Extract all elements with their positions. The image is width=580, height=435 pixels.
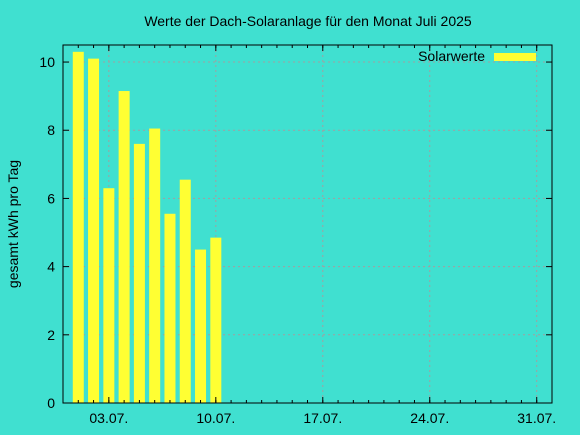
y-axis-label: gesamt kWh pro Tag	[5, 160, 21, 288]
x-tick-label: 03.07.	[89, 410, 128, 426]
bar-05-07	[133, 143, 145, 403]
chart-title: Werte der Dach-Solaranlage für den Monat…	[144, 13, 472, 29]
bar-10-07	[210, 237, 222, 403]
x-tick-label: 17.07.	[303, 410, 342, 426]
bar-08-07	[179, 179, 191, 403]
x-tick-label: 24.07.	[410, 410, 449, 426]
bar-04-07	[118, 91, 130, 404]
y-tick-label: 6	[47, 190, 55, 206]
x-tick-label: 31.07.	[517, 410, 556, 426]
legend: Solarwerte	[418, 48, 536, 64]
bars-layer	[72, 51, 222, 404]
legend-label: Solarwerte	[418, 48, 485, 64]
y-tick-label: 10	[39, 54, 55, 70]
bar-09-07	[195, 249, 207, 403]
y-tick-label: 4	[47, 259, 55, 275]
y-tick-label: 8	[47, 122, 55, 138]
legend-swatch	[494, 53, 536, 61]
bar-01-07	[72, 51, 84, 404]
bar-03-07	[103, 188, 115, 403]
bar-06-07	[149, 128, 161, 404]
bar-07-07	[164, 213, 176, 403]
ticks-layer: 0 2 4 6 8 10 03.07. 10.07. 17.07. 24.07. 31.07.	[39, 45, 556, 426]
bar-02-07	[88, 58, 100, 404]
x-tick-label: 10.07.	[196, 410, 235, 426]
y-tick-label: 0	[47, 395, 55, 411]
y-tick-label: 2	[47, 327, 55, 343]
